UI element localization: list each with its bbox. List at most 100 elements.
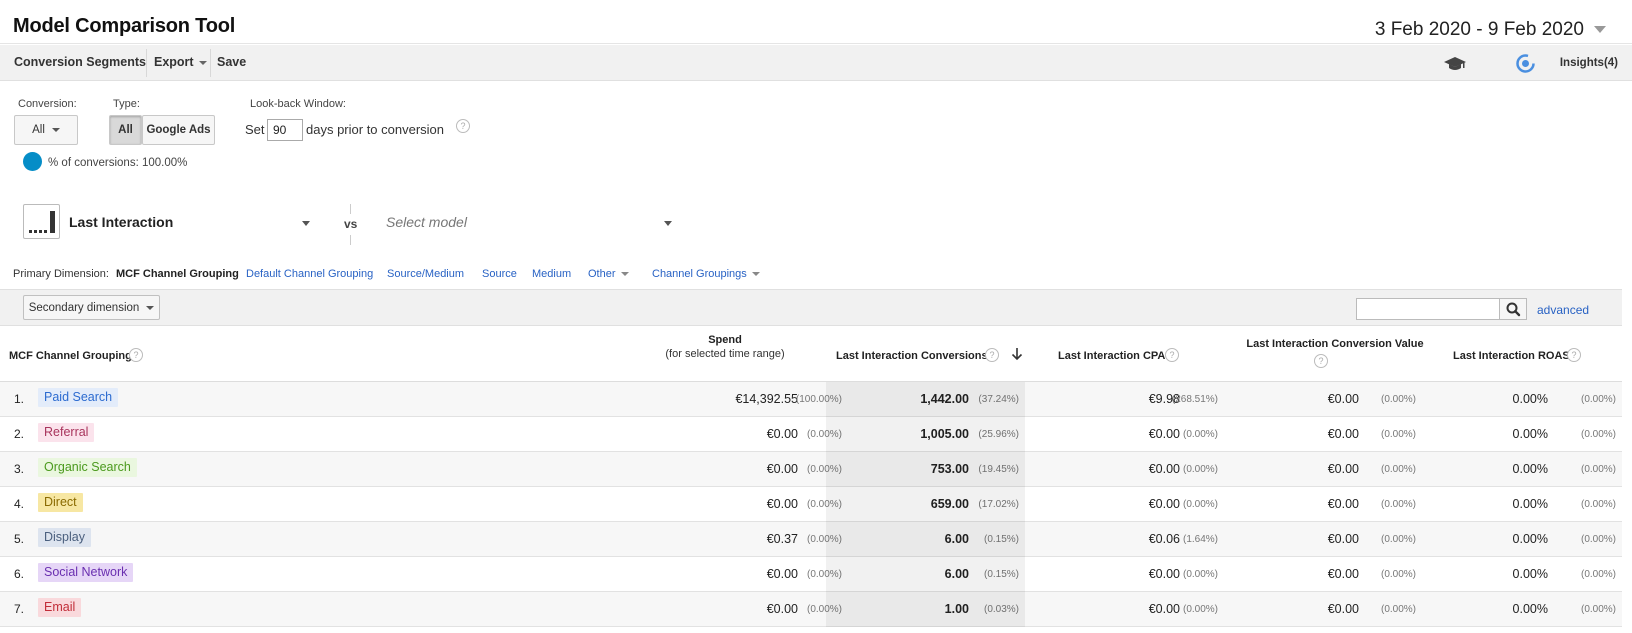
conversion-label: Conversion: — [18, 98, 77, 110]
help-icon[interactable]: ? — [1314, 354, 1328, 368]
channel-chip[interactable]: Organic Search — [38, 458, 137, 477]
row-number: 3. — [14, 462, 25, 476]
chevron-down-icon[interactable] — [664, 221, 672, 226]
conversion-value: €0.00 — [1327, 532, 1359, 546]
spend-value: €0.00 — [766, 427, 798, 441]
spend-pct: (0.00%) — [806, 569, 842, 580]
cpa-value: €0.00 — [1148, 567, 1180, 581]
export-button[interactable]: Export — [154, 55, 207, 69]
spend-value: €0.00 — [766, 602, 798, 616]
last-interaction-model-icon — [23, 204, 60, 239]
roas-pct: (0.00%) — [1580, 394, 1616, 405]
conversion-value-pct: (0.00%) — [1380, 604, 1416, 615]
help-icon[interactable]: ? — [129, 348, 143, 362]
cpa-pct: (268.51%) — [1171, 394, 1218, 405]
primary-model-select[interactable]: Last Interaction — [69, 214, 174, 230]
cpa-pct: (0.00%) — [1182, 464, 1218, 475]
roas-pct: (0.00%) — [1580, 604, 1616, 615]
cpa-pct: (0.00%) — [1182, 499, 1218, 510]
conversion-value: €0.00 — [1327, 602, 1359, 616]
insights-button[interactable]: Insights(4) — [1559, 57, 1618, 69]
save-button[interactable]: Save — [217, 55, 247, 69]
help-icon[interactable]: ? — [456, 119, 470, 133]
conversion-value: €0.00 — [1327, 567, 1359, 581]
graduation-cap-icon[interactable] — [1444, 57, 1466, 71]
conversion-value-pct: (0.00%) — [1380, 429, 1416, 440]
search-button[interactable] — [1499, 298, 1527, 320]
channel-chip[interactable]: Display — [38, 528, 91, 547]
table-row: 1. Paid Search €14,392.55 (100.00%) 1,442.00… — [0, 382, 1622, 417]
conversion-value: €0.00 — [1327, 497, 1359, 511]
date-range-picker[interactable]: 3 Feb 2020 - 9 Feb 2020 — [1374, 19, 1584, 40]
spend-value: €14,392.55 — [735, 392, 798, 406]
channel-chip[interactable]: Paid Search — [38, 388, 119, 407]
channel-chip[interactable]: Social Network — [38, 563, 134, 582]
cpa-value: €0.06 — [1148, 532, 1180, 546]
lookback-set-label: Set — [245, 122, 265, 137]
roas-value: 0.00% — [1512, 602, 1548, 616]
dimension-source-medium[interactable]: Source/Medium — [387, 268, 465, 280]
chevron-down-icon — [51, 128, 60, 132]
conversion-value-pct: (0.00%) — [1380, 394, 1416, 405]
conversion-value-pct: (0.00%) — [1380, 534, 1416, 545]
table-search-input[interactable] — [1356, 298, 1500, 320]
type-all-button[interactable]: All — [109, 115, 142, 145]
spend-pct: (100.00%) — [795, 394, 842, 405]
help-icon[interactable]: ? — [985, 348, 999, 362]
sort-descending-icon[interactable] — [1011, 347, 1023, 361]
vs-label: vs — [344, 217, 358, 231]
primary-dimension-label: Primary Dimension: — [13, 268, 109, 280]
lookback-window-label: Look-back Window: — [250, 98, 346, 110]
row-number: 5. — [14, 532, 25, 546]
type-google-ads-button[interactable]: Google Ads — [142, 115, 215, 145]
compare-model-select[interactable]: Select model — [386, 214, 467, 230]
table-header: MCF Channel Grouping ? Spend (for select… — [0, 327, 1622, 382]
help-icon[interactable]: ? — [1165, 348, 1179, 362]
channel-chip[interactable]: Direct — [38, 493, 83, 512]
dimension-default-channel-grouping[interactable]: Default Channel Grouping — [246, 268, 374, 280]
conversion-segments-button[interactable]: Conversion Segments — [14, 55, 146, 69]
channel-chip[interactable]: Referral — [38, 423, 95, 442]
insights-icon[interactable] — [1515, 53, 1536, 74]
chevron-down-icon — [620, 272, 629, 277]
column-header-channel[interactable]: MCF Channel Grouping — [9, 349, 132, 363]
spend-value: €0.00 — [766, 462, 798, 476]
help-icon[interactable]: ? — [1567, 348, 1581, 362]
toolbar: Conversion Segments Export Save Insights… — [0, 45, 1632, 81]
roas-pct: (0.00%) — [1580, 569, 1616, 580]
channel-groupings-label: Channel Groupings — [652, 268, 747, 280]
lookback-days-input[interactable] — [267, 119, 303, 141]
table-row: 7. Email €0.00 (0.00%) 1.00 (0.03%) €0.00 (0.00… — [0, 592, 1622, 627]
chevron-down-icon — [198, 60, 207, 65]
conversions-value: 659.00 — [930, 497, 969, 511]
channel-chip[interactable]: Email — [38, 598, 82, 617]
conversion-value: €0.00 — [1327, 427, 1359, 441]
column-header-roas[interactable]: Last Interaction ROAS — [1453, 350, 1570, 362]
cpa-value: €0.00 — [1148, 497, 1180, 511]
conversion-dropdown[interactable]: All — [14, 115, 78, 145]
dimension-other-label: Other — [588, 268, 616, 280]
conversion-share-pie-icon — [23, 152, 42, 171]
page-header: Model Comparison Tool 3 Feb 2020 - 9 Feb… — [0, 0, 1632, 44]
column-header-cpa[interactable]: Last Interaction CPA — [1058, 350, 1166, 362]
conversions-value: 1.00 — [944, 602, 969, 616]
date-range-caret-icon[interactable] — [1594, 26, 1606, 33]
conversion-value: All — [32, 124, 45, 136]
secondary-dimension-dropdown[interactable]: Secondary dimension — [23, 295, 160, 320]
dimension-source[interactable]: Source — [482, 268, 517, 280]
column-header-spend[interactable]: Spend (for selected time range) — [640, 333, 810, 361]
channel-groupings-dropdown[interactable]: Channel Groupings — [652, 268, 760, 280]
roas-pct: (0.00%) — [1580, 464, 1616, 475]
primary-dimension-current: MCF Channel Grouping — [116, 268, 239, 280]
dimension-medium[interactable]: Medium — [532, 268, 572, 280]
dimension-other-dropdown[interactable]: Other — [588, 268, 629, 280]
column-header-conversions[interactable]: Last Interaction Conversions — [836, 350, 988, 362]
conversion-value-pct: (0.00%) — [1380, 569, 1416, 580]
column-header-conversion-value[interactable]: Last Interaction Conversion Value — [1246, 338, 1424, 350]
chevron-down-icon[interactable] — [302, 221, 310, 226]
vs-divider — [350, 235, 351, 245]
chevron-down-icon — [146, 305, 155, 310]
advanced-filter-link[interactable]: advanced — [1537, 303, 1590, 317]
cpa-value: €0.00 — [1148, 427, 1180, 441]
vs-divider — [350, 204, 351, 214]
